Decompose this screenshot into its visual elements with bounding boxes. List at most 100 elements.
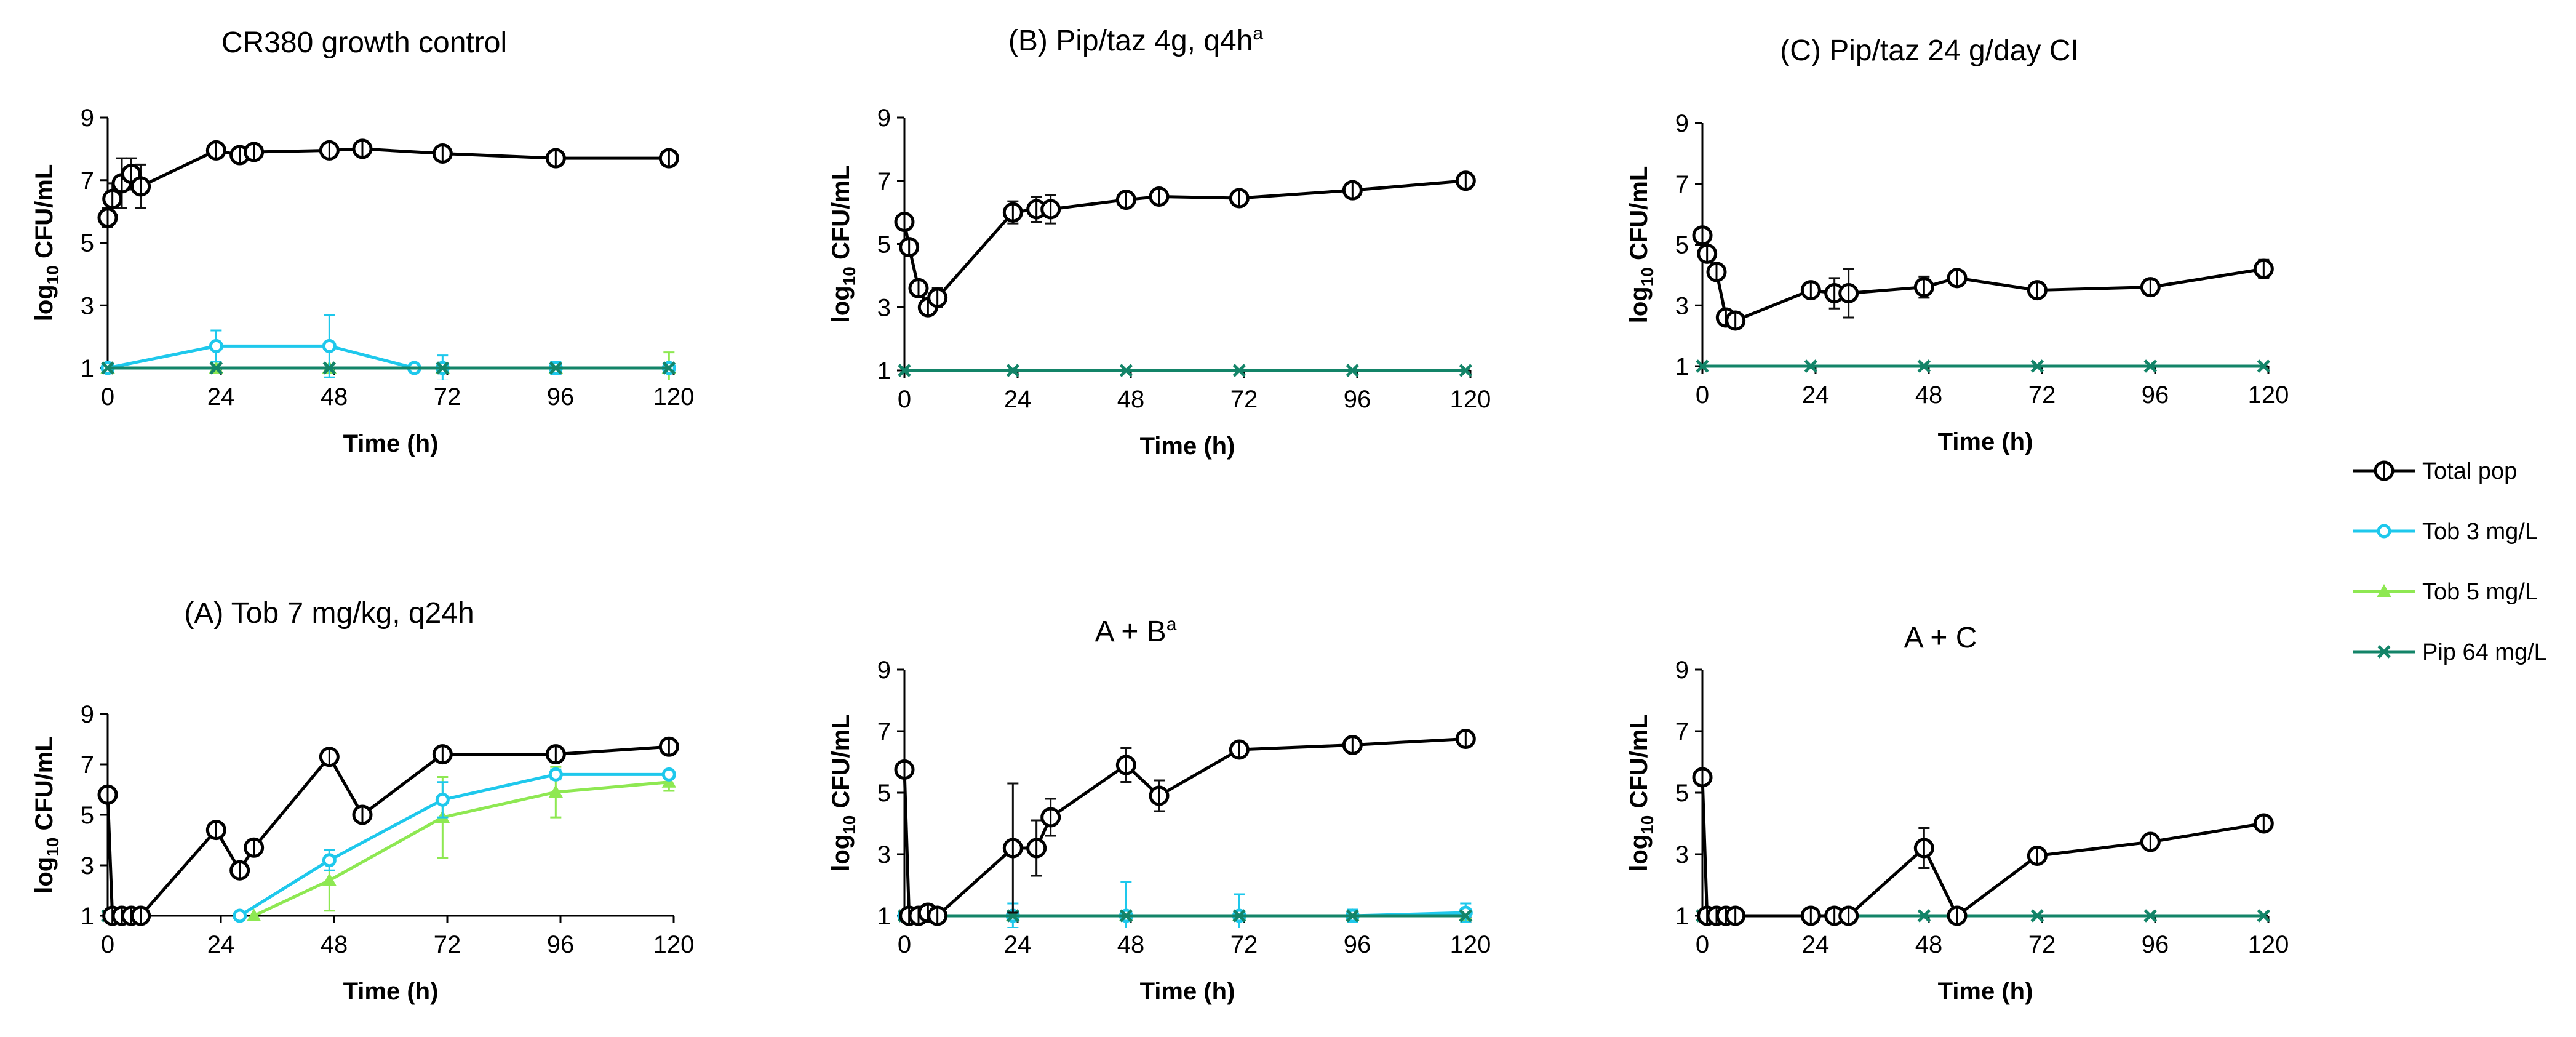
legend-item-tob-5-mg-l: Tob 5 mg/L — [2353, 579, 2538, 605]
data-point-pip-64-mg-l — [1696, 359, 1709, 373]
y-axis-label-part: CFU/mL — [1625, 166, 1653, 267]
y-tick-label: 5 — [1675, 232, 1689, 259]
series-pip-64-mg-l — [101, 361, 676, 375]
series-line-total-pop — [106, 745, 669, 918]
y-tick-label: 1 — [877, 358, 891, 385]
chart-panel-6: A + C 1 3 5 7 9 0 24 48 72 96 120 Time (h) log10 CFU/… — [1625, 622, 2289, 1005]
legend-item-pip-64-mg-l: Pip 64 mg/L — [2353, 639, 2547, 665]
y-axis-label: log10 CFU/mL — [1625, 714, 1657, 871]
legend-label: Total pop — [2422, 458, 2517, 484]
data-point-pip-64-mg-l — [1917, 359, 1931, 373]
x-tick-label: 120 — [1450, 386, 1491, 413]
y-axis-label: log10 CFU/mL — [827, 166, 859, 323]
panel-title: (B) Pip/taz 4g, q4ha — [1008, 23, 1264, 57]
y-axis-label-subscript: 10 — [43, 838, 62, 857]
data-point-pip-64-mg-l — [1346, 364, 1360, 377]
x-tick-label: 0 — [1696, 382, 1709, 409]
y-tick-label: 9 — [877, 657, 891, 684]
x-tick-label: 120 — [2248, 931, 2289, 958]
series-total-pop — [97, 736, 679, 926]
data-point-pip-64-mg-l-stroke-b — [1346, 364, 1360, 377]
data-point-pip-64-mg-l-stroke-b — [2030, 359, 2044, 373]
x-tick-label: 72 — [434, 383, 461, 410]
data-point-pip-64-mg-l — [1917, 909, 1931, 923]
x-tick-label: 96 — [2142, 382, 2169, 409]
x-tick-label: 72 — [2028, 931, 2056, 958]
data-point-pip-64-mg-l — [1232, 909, 1246, 923]
x-tick-label: 24 — [207, 931, 235, 958]
panel-title: A + C — [1904, 622, 1977, 654]
x-axis-label: Time (h) — [1938, 978, 2033, 1005]
panel-title-main: A + B — [1095, 615, 1166, 648]
x-axis-label: Time (h) — [1140, 978, 1235, 1005]
y-tick-label: 5 — [81, 230, 94, 257]
y-tick-label: 7 — [877, 168, 891, 195]
y-axis-label-part: log — [1625, 286, 1653, 323]
data-point-tob-3-mg-l — [209, 338, 223, 353]
y-axis-label: log10 CFU/mL — [31, 736, 62, 894]
data-point-tob-5-mg-l — [322, 873, 337, 886]
legend: Total pop Tob 3 mg/L Tob 5 mg/L Pip 64 mg/L — [2353, 458, 2547, 665]
series-line-tob-5-mg-l — [253, 780, 669, 918]
data-point-pip-64-mg-l — [549, 361, 563, 375]
y-tick-label: 9 — [81, 701, 94, 728]
x-tick-label: 0 — [101, 383, 114, 410]
panel-title: (C) Pip/taz 24 g/day CI — [1780, 34, 2079, 67]
data-point-pip-64-mg-l — [2257, 909, 2271, 923]
data-point-pip-64-mg-l-stroke-b — [1232, 364, 1246, 377]
data-point-pip-64-mg-l — [436, 361, 450, 375]
x-tick-label: 72 — [2028, 382, 2056, 409]
x-tick-label: 72 — [1230, 386, 1258, 413]
y-axis-label: log10 CFU/mL — [827, 714, 859, 871]
y-tick-label: 9 — [81, 105, 94, 132]
data-point-pip-64-mg-l-stroke-b — [1346, 909, 1360, 923]
x-tick-label: 96 — [547, 383, 575, 410]
x-tick-label: 120 — [653, 383, 695, 410]
series-line-total-pop — [106, 147, 669, 218]
y-tick-label: 7 — [81, 751, 94, 779]
legend-marker-stroke-b — [2377, 645, 2391, 659]
data-point-pip-64-mg-l — [2143, 909, 2158, 923]
data-point-pip-64-mg-l — [1119, 364, 1133, 377]
data-point-tob-3-mg-l — [661, 767, 676, 782]
x-tick-label: 0 — [1696, 931, 1709, 958]
data-point-pip-64-mg-l — [209, 361, 223, 375]
x-axis-label: Time (h) — [343, 430, 439, 457]
series-total-pop — [1692, 225, 2274, 331]
x-tick-label: 72 — [1230, 931, 1258, 958]
data-point-pip-64-mg-l-stroke-b — [2030, 909, 2044, 923]
x-tick-label: 120 — [2248, 382, 2289, 409]
y-axis-label-part: log — [31, 284, 58, 321]
y-axis-label-part: CFU/mL — [827, 714, 855, 815]
x-tick-label: 48 — [1117, 386, 1145, 413]
data-point-pip-64-mg-l-stroke-b — [436, 361, 450, 375]
x-axis-label: Time (h) — [343, 978, 439, 1005]
data-point-pip-64-mg-l-stroke-b — [1006, 364, 1020, 377]
data-point-pip-64-mg-l-stroke-b — [2257, 359, 2271, 373]
y-axis-label-subscript: 10 — [1638, 815, 1657, 835]
data-point-pip-64-mg-l-stroke-b — [1804, 359, 1818, 373]
series-line-tob-3-mg-l — [107, 344, 669, 370]
data-point-pip-64-mg-l — [2030, 909, 2044, 923]
y-tick-label: 3 — [1675, 292, 1689, 319]
x-tick-label: 24 — [1802, 382, 1830, 409]
y-tick-label: 3 — [1675, 841, 1689, 868]
x-tick-label: 24 — [207, 383, 235, 410]
series-tob-5-mg-l — [246, 766, 677, 921]
data-point-tob-3-mg-l — [322, 338, 337, 353]
panel-title-sup: a — [1253, 23, 1263, 44]
x-tick-label: 96 — [1344, 386, 1371, 413]
data-point-tob-5-mg-l — [548, 785, 564, 798]
y-tick-label: 5 — [1675, 780, 1689, 807]
y-tick-label: 9 — [1675, 657, 1689, 684]
x-tick-label: 48 — [321, 383, 348, 410]
data-point-pip-64-mg-l — [1346, 909, 1360, 923]
y-tick-label: 9 — [1675, 110, 1689, 137]
y-tick-label: 3 — [877, 841, 891, 868]
x-axis-label: Time (h) — [1938, 428, 2033, 455]
legend-marker — [2377, 645, 2391, 659]
y-axis-label-part: log — [1625, 835, 1653, 871]
legend-marker — [2377, 583, 2391, 597]
y-axis-label-subscript: 10 — [840, 815, 859, 835]
x-tick-label: 0 — [898, 386, 911, 413]
